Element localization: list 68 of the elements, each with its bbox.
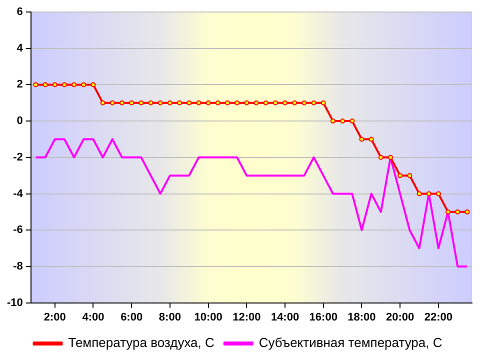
point — [206, 100, 211, 106]
point — [177, 100, 182, 106]
point — [52, 82, 58, 88]
x-tick-label: 14:00 — [270, 311, 300, 324]
legend-label: Субъективная температура, С — [258, 335, 442, 350]
point — [215, 100, 220, 106]
point — [311, 100, 316, 106]
point — [110, 100, 115, 106]
point — [81, 82, 86, 88]
point — [119, 100, 124, 106]
point — [72, 82, 77, 88]
point — [263, 100, 268, 106]
y-tick-label: -6 — [13, 224, 23, 236]
point — [158, 100, 163, 106]
x-tick-label: 4:00 — [82, 311, 104, 324]
y-tick-label: -8 — [13, 260, 23, 272]
point — [100, 100, 106, 106]
x-tick-label: 6:00 — [120, 311, 143, 324]
point — [388, 154, 393, 160]
point — [42, 82, 48, 88]
point — [186, 100, 192, 106]
point — [62, 82, 67, 88]
point — [407, 173, 412, 178]
point — [320, 100, 326, 106]
y-tick-label: -10 — [6, 296, 23, 309]
point — [224, 100, 230, 106]
x-tick-label: 20:00 — [386, 311, 414, 324]
point — [359, 136, 364, 142]
point — [282, 100, 288, 106]
point — [292, 100, 298, 106]
point — [350, 118, 355, 124]
point — [244, 100, 250, 106]
point — [378, 154, 384, 160]
point — [254, 100, 259, 106]
point — [129, 100, 134, 106]
y-tick-label: 4 — [16, 42, 24, 54]
point — [340, 118, 346, 124]
y-tick-label: -4 — [13, 188, 24, 200]
y-tick-label: 0 — [16, 115, 23, 128]
x-tick-label: 2:00 — [44, 311, 66, 324]
x-tick-label: 16:00 — [309, 311, 338, 324]
x-tick-label: 8:00 — [158, 311, 181, 324]
point — [302, 100, 307, 106]
y-tick-label: -2 — [13, 151, 23, 164]
point — [455, 209, 460, 214]
point — [33, 82, 38, 88]
point — [398, 173, 403, 178]
point — [138, 100, 144, 106]
y-tick-label: 2 — [16, 78, 23, 91]
x-tick-label: 12:00 — [232, 311, 261, 324]
point — [464, 209, 470, 214]
legend-label: Температура воздуха, С — [68, 335, 214, 350]
point — [148, 100, 154, 106]
point — [234, 100, 240, 106]
x-tick-label: 18:00 — [348, 311, 376, 324]
point — [196, 100, 202, 106]
point — [90, 82, 96, 88]
y-tick-label: 6 — [16, 6, 23, 18]
point — [167, 100, 172, 106]
point — [368, 136, 374, 142]
x-tick-label: 22:00 — [424, 311, 453, 324]
x-tick-label: 10:00 — [194, 311, 222, 324]
point — [446, 209, 451, 214]
point — [426, 191, 432, 196]
point — [416, 191, 422, 196]
point — [436, 191, 441, 196]
point — [330, 118, 336, 124]
point — [272, 100, 278, 106]
